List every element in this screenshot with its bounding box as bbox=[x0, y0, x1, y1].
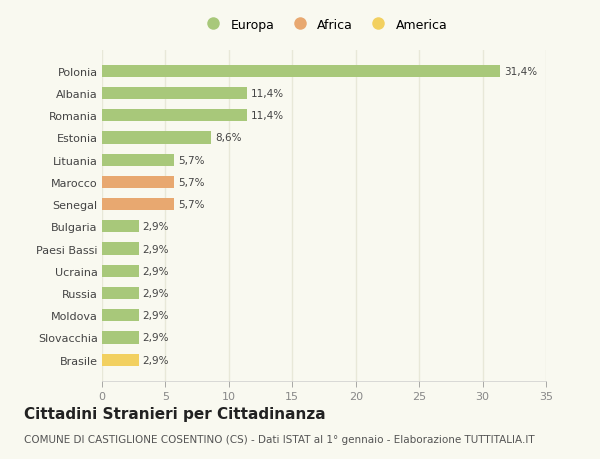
Text: 31,4%: 31,4% bbox=[504, 67, 537, 77]
Bar bbox=[102, 287, 139, 299]
Bar bbox=[102, 354, 139, 366]
Bar bbox=[102, 243, 139, 255]
Bar bbox=[102, 176, 175, 189]
Text: 11,4%: 11,4% bbox=[250, 111, 284, 121]
Text: 2,9%: 2,9% bbox=[143, 333, 169, 343]
Text: Cittadini Stranieri per Cittadinanza: Cittadini Stranieri per Cittadinanza bbox=[24, 406, 326, 421]
Bar bbox=[102, 88, 247, 100]
Text: 2,9%: 2,9% bbox=[143, 222, 169, 232]
Bar bbox=[102, 66, 500, 78]
Bar bbox=[102, 331, 139, 344]
Bar bbox=[102, 132, 211, 144]
Text: 2,9%: 2,9% bbox=[143, 288, 169, 298]
Text: 11,4%: 11,4% bbox=[250, 89, 284, 99]
Text: 5,7%: 5,7% bbox=[178, 178, 205, 187]
Text: 8,6%: 8,6% bbox=[215, 133, 241, 143]
Text: 2,9%: 2,9% bbox=[143, 266, 169, 276]
Bar bbox=[102, 309, 139, 322]
Text: 5,7%: 5,7% bbox=[178, 155, 205, 165]
Bar bbox=[102, 221, 139, 233]
Bar bbox=[102, 154, 175, 167]
Text: 2,9%: 2,9% bbox=[143, 311, 169, 320]
Legend: Europa, Africa, America: Europa, Africa, America bbox=[196, 14, 452, 37]
Text: COMUNE DI CASTIGLIONE COSENTINO (CS) - Dati ISTAT al 1° gennaio - Elaborazione T: COMUNE DI CASTIGLIONE COSENTINO (CS) - D… bbox=[24, 434, 535, 444]
Bar bbox=[102, 110, 247, 122]
Bar bbox=[102, 199, 175, 211]
Text: 2,9%: 2,9% bbox=[143, 244, 169, 254]
Text: 5,7%: 5,7% bbox=[178, 200, 205, 210]
Text: 2,9%: 2,9% bbox=[143, 355, 169, 365]
Bar bbox=[102, 265, 139, 277]
